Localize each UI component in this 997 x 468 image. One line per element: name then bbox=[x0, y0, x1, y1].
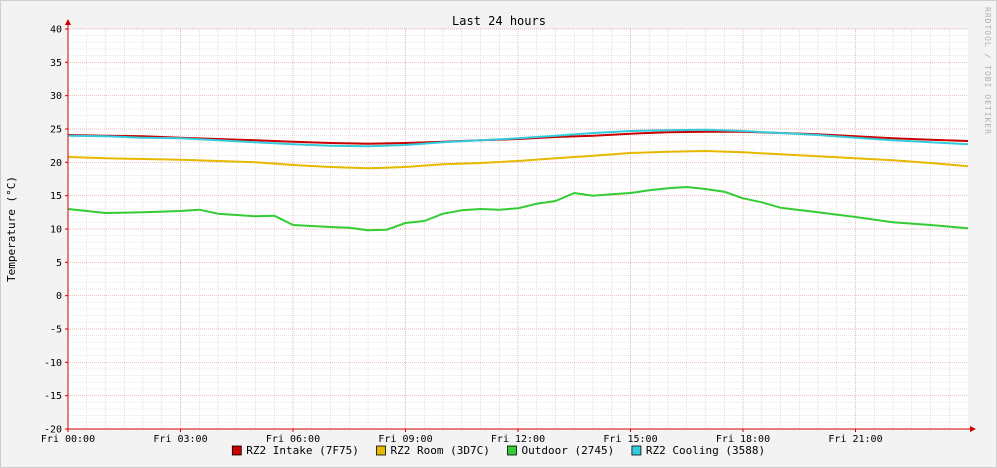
x-tick-label: Fri 15:00 bbox=[603, 434, 657, 445]
legend-swatch bbox=[507, 445, 517, 456]
legend-swatch bbox=[231, 445, 242, 456]
legend-label: Outdoor (2745) bbox=[522, 444, 615, 457]
y-tick-label: 0 bbox=[56, 291, 62, 302]
x-axis-arrow bbox=[970, 426, 976, 432]
y-tick-label: 35 bbox=[50, 58, 62, 69]
y-tick-label: 15 bbox=[50, 191, 62, 202]
y-tick-label: 5 bbox=[56, 258, 62, 269]
y-axis-label: Temperature (°C) bbox=[5, 176, 18, 282]
x-tick-label: Fri 12:00 bbox=[491, 434, 545, 445]
y-tick-label: 40 bbox=[50, 25, 62, 36]
legend: RZ2 Intake (7F75) RZ2 Room (3D7C) Outdoor … bbox=[231, 444, 765, 457]
legend-swatch bbox=[376, 445, 386, 456]
y-tick-label: -20 bbox=[44, 425, 62, 436]
series-line-4 bbox=[67, 128, 969, 148]
series-line-3 bbox=[67, 186, 969, 232]
x-axis-ticks: Fri 00:00 Fri 03:00 Fri 06:00 Fri 09:00 Fri … bbox=[41, 429, 883, 445]
y-tick-label: 30 bbox=[50, 91, 62, 102]
x-tick-label: Fri 09:00 bbox=[378, 434, 432, 445]
y-tick-label: -5 bbox=[50, 325, 62, 336]
chart-title: Last 24 hours bbox=[452, 14, 546, 28]
y-tick-label: 25 bbox=[50, 125, 62, 136]
axes bbox=[65, 19, 976, 432]
x-tick-label: Fri 18:00 bbox=[716, 434, 770, 445]
y-tick-label: 20 bbox=[50, 158, 62, 169]
series-line-2 bbox=[67, 150, 969, 170]
grid bbox=[67, 28, 968, 430]
y-tick-label: -10 bbox=[44, 358, 62, 369]
watermark: RRDTOOL / TOBI OETIKER bbox=[983, 7, 992, 135]
series-lines bbox=[67, 128, 969, 232]
legend-swatch bbox=[631, 445, 642, 456]
x-tick-label: Fri 03:00 bbox=[153, 434, 207, 445]
y-axis-ticks: 40 35 30 25 20 15 10 5 0 -5 -10 -15 -20 bbox=[44, 25, 68, 436]
legend-label: RZ2 Room (3D7C) bbox=[391, 444, 490, 457]
x-tick-label: Fri 06:00 bbox=[266, 434, 320, 445]
legend-label: RZ2 Intake (7F75) bbox=[246, 444, 359, 457]
x-tick-label: Fri 21:00 bbox=[828, 434, 882, 445]
y-tick-label: -15 bbox=[44, 391, 62, 402]
x-tick-label: Fri 00:00 bbox=[41, 434, 95, 445]
legend-label: RZ2 Cooling (3588) bbox=[646, 444, 765, 457]
y-tick-label: 10 bbox=[50, 225, 62, 236]
y-axis-arrow bbox=[65, 19, 71, 25]
